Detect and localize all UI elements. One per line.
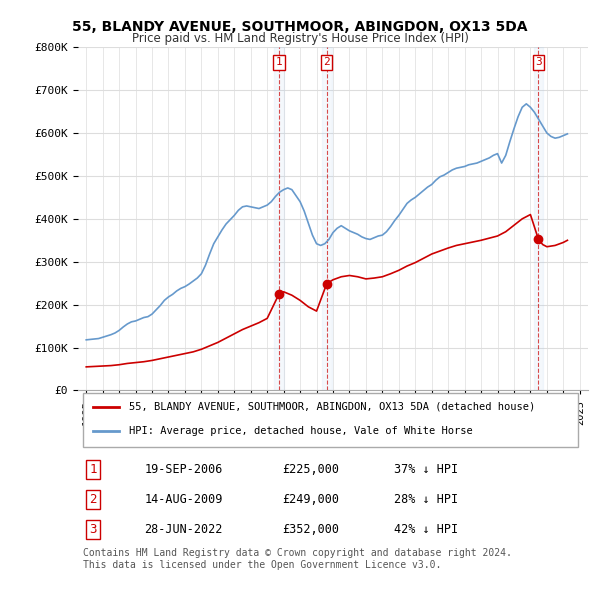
Text: HPI: Average price, detached house, Vale of White Horse: HPI: Average price, detached house, Vale… xyxy=(129,425,473,435)
Text: Contains HM Land Registry data © Crown copyright and database right 2024.
This d: Contains HM Land Registry data © Crown c… xyxy=(83,548,512,570)
Text: 2: 2 xyxy=(323,57,330,67)
Text: 1: 1 xyxy=(275,57,283,67)
Text: 1: 1 xyxy=(89,463,97,476)
Bar xyxy=(274,47,284,391)
Text: 19-SEP-2006: 19-SEP-2006 xyxy=(145,463,223,476)
Text: 55, BLANDY AVENUE, SOUTHMOOR, ABINGDON, OX13 5DA (detached house): 55, BLANDY AVENUE, SOUTHMOOR, ABINGDON, … xyxy=(129,402,535,412)
Bar xyxy=(322,47,332,391)
Bar xyxy=(533,47,544,391)
Text: 42% ↓ HPI: 42% ↓ HPI xyxy=(394,523,458,536)
Text: 2: 2 xyxy=(89,493,97,506)
Text: £352,000: £352,000 xyxy=(282,523,339,536)
Text: Price paid vs. HM Land Registry's House Price Index (HPI): Price paid vs. HM Land Registry's House … xyxy=(131,32,469,45)
Text: 28% ↓ HPI: 28% ↓ HPI xyxy=(394,493,458,506)
Text: 37% ↓ HPI: 37% ↓ HPI xyxy=(394,463,458,476)
FancyBboxPatch shape xyxy=(83,394,578,447)
Text: 3: 3 xyxy=(535,57,542,67)
Text: 28-JUN-2022: 28-JUN-2022 xyxy=(145,523,223,536)
Text: £225,000: £225,000 xyxy=(282,463,339,476)
Text: £249,000: £249,000 xyxy=(282,493,339,506)
Text: 55, BLANDY AVENUE, SOUTHMOOR, ABINGDON, OX13 5DA: 55, BLANDY AVENUE, SOUTHMOOR, ABINGDON, … xyxy=(72,19,528,34)
Text: 3: 3 xyxy=(89,523,97,536)
Text: 14-AUG-2009: 14-AUG-2009 xyxy=(145,493,223,506)
